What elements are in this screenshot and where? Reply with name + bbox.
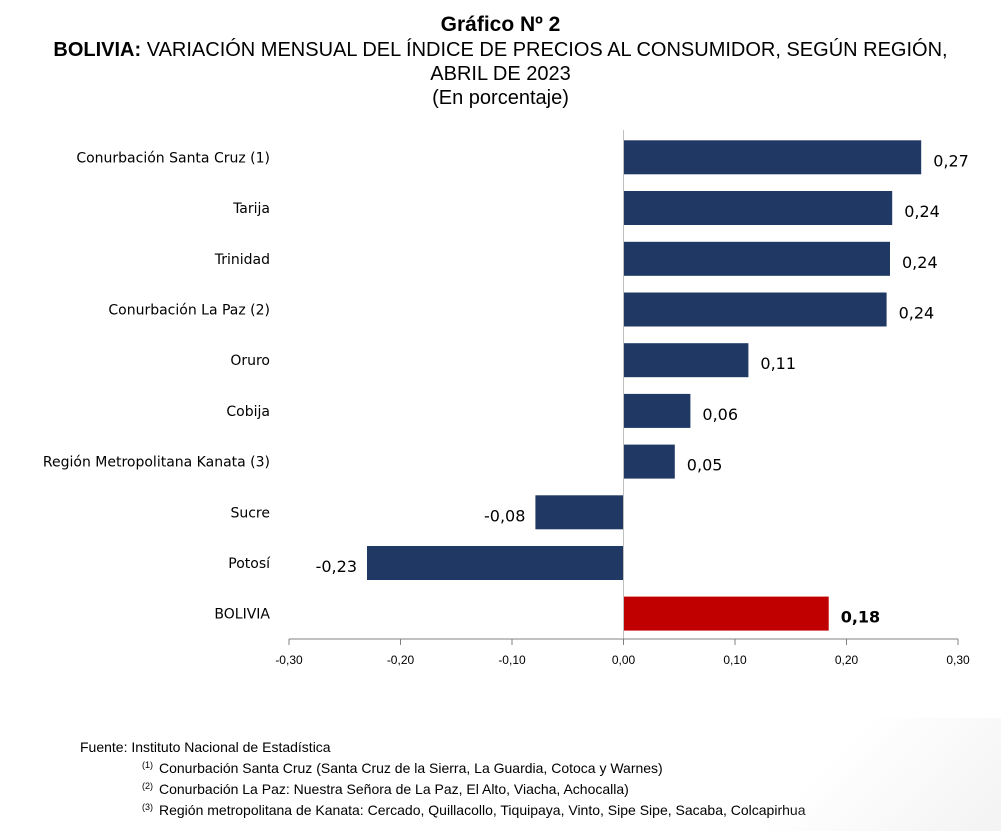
footnotes: Fuente: Instituto Nacional de Estadístic… [80,738,805,819]
x-tick-label-6: 0,30 [946,653,970,667]
bar-9 [623,596,829,631]
bar-8 [367,546,624,580]
footnote-2: (2) Conurbación La Paz: Nuestra Señora de… [80,777,805,798]
value-label-9: 0,18 [841,608,880,627]
bar-7 [535,495,624,530]
category-label-6: Región Metropolitana Kanata (3) [43,455,270,471]
footnote-1: (1) Conurbación Santa Cruz (Santa Cruz de… [80,756,805,777]
footnote-2-text: Conurbación La Paz: Nuestra Señora de La… [159,781,629,797]
bar-4 [623,343,749,378]
footnote-1-text: Conurbación Santa Cruz (Santa Cruz de la… [159,760,663,776]
value-label-1: 0,24 [904,202,940,221]
bar-1 [623,191,893,225]
x-tick-label-3: 0,00 [612,653,636,667]
labels-group: Conurbación Santa Cruz (1) 0,27 Tarija 0,24… [43,150,969,626]
bar-chart: -0,30 -0,20 -0,10 0,00 0,10 0,20 0,30 Conurbac… [43,130,970,667]
source-note: Fuente: Instituto Nacional de Estadístic… [80,739,331,755]
x-axis: -0,30 -0,20 -0,10 0,00 0,10 0,20 0,30 [275,130,970,667]
value-label-0: 0,27 [933,151,969,170]
category-label-0: Conurbación Santa Cruz (1) [76,150,270,166]
chart-unit: (En porcentaje) [432,87,569,109]
footnote-3: (3) Región metropolitana de Kanata: Cerca… [80,798,805,819]
value-label-8: -0,23 [316,557,357,576]
footnote-3-text: Región metropolitana de Kanata: Cercado,… [159,802,806,818]
x-tick-label-4: 0,10 [723,653,747,667]
x-tick-label-2: -0,10 [498,653,526,667]
footnote-1-mark: (1) [142,760,153,770]
category-label-1: Tarija [232,201,270,217]
category-label-9: BOLIVIA [214,607,270,623]
category-label-4: Oruro [230,353,270,369]
value-label-7: -0,08 [484,506,525,525]
bar-3 [623,292,887,327]
chart-title-block: Gráfico Nº 2 BOLIVIA: VARIACIÓN MENSUAL … [0,12,1001,110]
bar-2 [623,241,890,276]
category-label-8: Potosí [228,556,271,572]
value-label-5: 0,06 [702,405,738,424]
chart-subtitle-country: BOLIVIA: [53,39,142,61]
chart-title: Gráfico Nº 2 [440,13,561,36]
footnote-2-mark: (2) [142,781,153,791]
bar-0 [623,140,922,175]
value-label-4: 0,11 [760,354,796,373]
category-label-5: Cobija [226,404,270,420]
bar-6 [623,444,675,479]
category-label-3: Conurbación La Paz (2) [108,303,270,319]
category-label-2: Trinidad [214,252,270,268]
chart-subtitle-text: VARIACIÓN MENSUAL DEL ÍNDICE DE PRECIOS … [146,39,948,85]
value-label-3: 0,24 [899,304,935,323]
corner-shading [761,718,1001,831]
x-tick-label-1: -0,20 [387,653,415,667]
value-label-6: 0,05 [687,456,723,475]
footnote-3-mark: (3) [142,802,153,812]
x-tick-label-5: 0,20 [835,653,859,667]
chart-subtitle: BOLIVIA: VARIACIÓN MENSUAL DEL ÍNDICE DE… [0,38,1001,86]
category-label-7: Sucre [230,505,270,521]
bar-5 [623,393,691,428]
x-tick-label-0: -0,30 [275,653,303,667]
bars-group [367,140,922,631]
value-label-2: 0,24 [902,253,938,272]
